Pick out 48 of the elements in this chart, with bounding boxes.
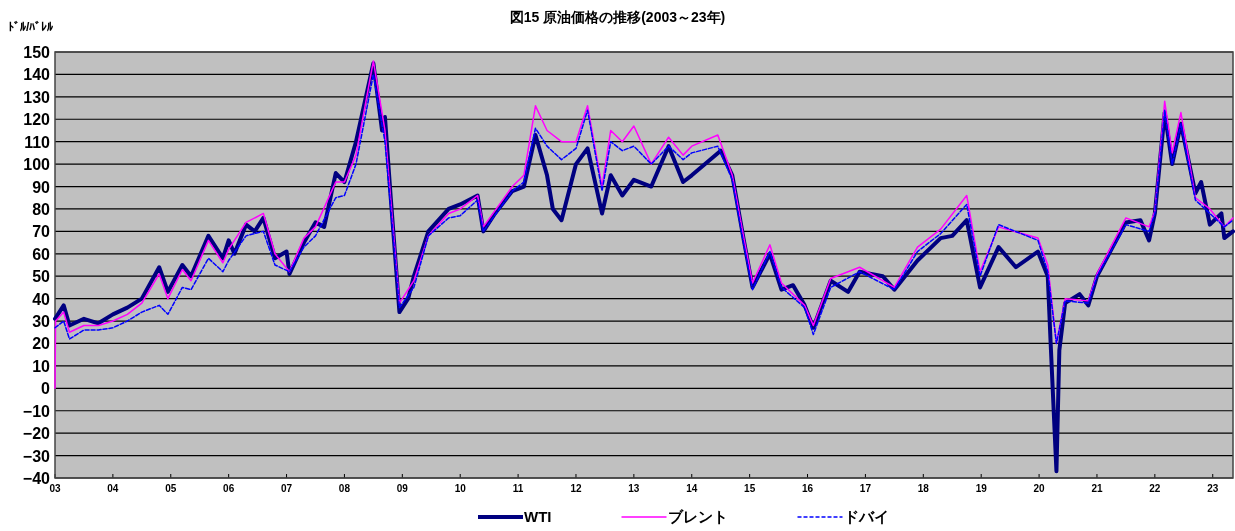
y-tick-label: 70 [32,223,51,241]
y-tick-label: 20 [32,335,51,353]
x-tick-label: 17 [859,483,872,494]
y-tick-label: −30 [22,447,51,465]
legend-label: ドバイ [843,508,889,525]
y-tick-label: 0 [41,380,51,398]
x-tick-label: 21 [1091,483,1103,494]
legend-label: ブレント [667,508,728,525]
y-tick-label: 30 [32,313,51,331]
line-series [54,60,1234,390]
y-tick-label: 50 [32,268,51,286]
x-tick-label: 19 [975,483,988,494]
x-tick-label: 04 [107,483,119,494]
y-tick-label: 60 [32,245,51,263]
y-tick-label: −10 [22,402,51,420]
y-tick-label: 130 [23,88,51,106]
y-axis-title: ﾄﾞﾙ/ﾊﾞﾚﾙ [8,20,55,34]
y-tick-label: 150 [23,44,51,61]
y-tick-label: 10 [32,357,51,375]
y-tick-label: 110 [24,133,51,151]
x-tick-label: 13 [628,483,640,494]
x-tick-label: 16 [801,483,814,494]
line-series [54,73,1234,345]
x-tick-label: 23 [1207,483,1219,494]
x-tick-label: 12 [570,483,582,494]
x-tick-label: 11 [512,483,524,494]
x-tick-label: 06 [223,483,235,494]
x-tick-label: 14 [686,483,698,494]
y-tick-label: −40 [22,470,51,487]
y-tick-label: 140 [23,66,51,84]
x-tick-label: 08 [338,483,351,494]
chart-title: 図15 原油価格の推移(2003～23年) [509,9,726,25]
x-tick-label: 10 [454,483,467,494]
y-tick-label: 100 [23,156,51,174]
x-tick-label: 07 [280,483,293,494]
x-tick-label: 22 [1149,483,1161,494]
x-tick-label: 20 [1033,483,1046,494]
y-tick-label: 40 [32,290,51,308]
y-tick-label: 80 [32,200,51,218]
x-tick-label: 18 [917,483,930,494]
legend-label: WTI [524,508,552,525]
x-tick-label: 03 [49,483,61,494]
x-tick-label: 09 [396,483,409,494]
y-tick-label: 90 [32,178,51,196]
x-tick-label: 15 [744,483,756,494]
y-tick-label: −20 [22,425,51,443]
x-tick-label: 05 [165,483,177,494]
y-tick-label: 120 [23,111,51,129]
